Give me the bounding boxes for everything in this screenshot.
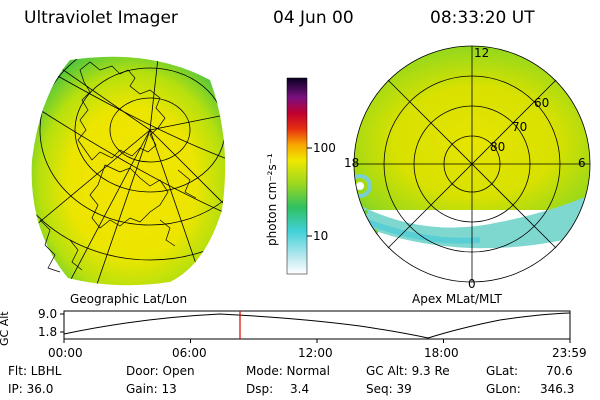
colorbar-tick-100: 100 (313, 141, 336, 155)
instrument-title: Ultraviolet Imager (24, 8, 178, 28)
alt-tick-9: 9.0 (38, 307, 58, 321)
glat-value: 70.6 (546, 364, 573, 378)
time-tick-2359: 23:59 (552, 346, 587, 360)
time-tick-0000: 00:00 (48, 346, 83, 360)
colorbar-gradient (286, 77, 308, 275)
altitude-plot-frame (63, 310, 571, 340)
time-tick-0600: 06:00 (172, 346, 207, 360)
colorbar-tick-10: 10 (313, 229, 329, 243)
mlt-label-18: 18 (344, 156, 360, 170)
mlat-label-80: 80 (490, 140, 506, 154)
glon-value: 346.3 (540, 382, 575, 396)
mlt-label-6: 6 (578, 156, 586, 170)
dsp-value: 3.4 (290, 382, 310, 396)
alt-tick-1-8: 1.8 (38, 325, 58, 339)
mlt-label-0: 0 (468, 277, 476, 291)
filter-info: Flt: LBHL (8, 364, 62, 378)
mag-grid (353, 45, 591, 283)
seq-info: Seq: 39 (366, 382, 412, 396)
time-tick-1200: 12:00 (298, 346, 333, 360)
right-panel-caption: Apex MLat/MLT (412, 292, 502, 306)
left-panel-caption: Geographic Lat/Lon (70, 292, 188, 306)
gain-info: Gain: 13 (126, 382, 177, 396)
alt-axis-label: GC Alt (0, 311, 11, 346)
altitude-curve (63, 312, 571, 339)
date-label: 04 Jun 00 (273, 8, 354, 28)
mlat-label-70: 70 (512, 120, 528, 134)
dsp-label: Dsp: (246, 382, 274, 396)
altitude-plot-ticks (60, 313, 571, 343)
coastlines (39, 61, 197, 273)
door-info: Door: Open (126, 364, 195, 378)
time-label: 08:33:20 UT (430, 8, 535, 28)
glat-label: GLat: (486, 364, 519, 378)
gc-alt-info: GC Alt: 9.3 Re (366, 364, 450, 378)
mlt-label-12: 12 (474, 46, 490, 60)
mlat-label-60: 60 (534, 96, 550, 110)
mode-info: Mode: Normal (246, 364, 330, 378)
ip-info: IP: 36.0 (8, 382, 54, 396)
time-tick-1800: 18:00 (424, 346, 459, 360)
glon-label: GLon: (486, 382, 521, 396)
